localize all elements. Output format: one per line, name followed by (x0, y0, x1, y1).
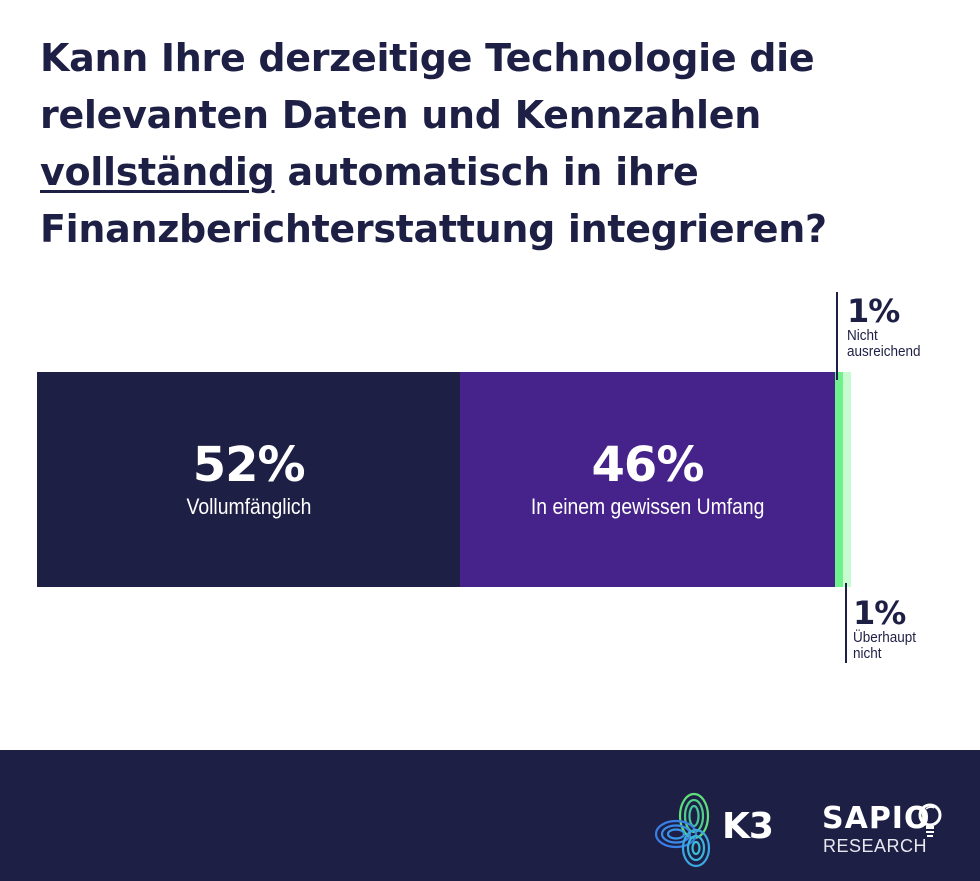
segment-vollumfaenglich-label: 52% Vollumfänglich (37, 372, 460, 587)
callout-nicht-ausreichend: 1% Nicht ausreichend (847, 294, 929, 360)
stacked-bar: 52% Vollumfänglich 46% In einem gewissen Um… (37, 372, 851, 587)
segment-gewissen-umfang (460, 372, 835, 587)
k3-knot-icon (654, 792, 711, 868)
callout-bottom-label-line2: nicht (853, 645, 882, 662)
chart-title: Kann Ihre derzeitige Technologie die rel… (40, 30, 960, 258)
title-part-1: Kann Ihre derzeitige Technologie die rel… (40, 36, 815, 137)
segment-vollumfaenglich (37, 372, 461, 587)
data-label-category: Vollumfänglich (186, 493, 312, 519)
callout-bottom-label-line1: Überhaupt (853, 629, 917, 646)
k3-logo-text: K3 (722, 806, 774, 847)
segment-gewissen-umfang-label: 46% In einem gewissen Umfang (460, 372, 834, 587)
data-label-category: In einem gewissen Umfang (530, 493, 765, 519)
footer-band (0, 750, 980, 881)
leader-line-top (836, 292, 838, 380)
callout-top-label-line1: Nicht (847, 327, 878, 344)
callout-top-percent: 1% (847, 292, 900, 330)
callout-top-label-line2: ausreichend (847, 343, 921, 360)
callout-bottom-percent: 1% (853, 594, 906, 632)
data-label-percent: 52% (192, 436, 306, 493)
sapio-logo-text: SAPIO (822, 801, 931, 836)
data-label-percent: 46% (591, 436, 705, 493)
segment-ueberhaupt-nicht (842, 372, 851, 587)
leader-line-bottom (845, 583, 847, 663)
lightbulb-icon (918, 803, 942, 837)
segment-nicht-ausreichend (834, 372, 843, 587)
title-part-2: automatisch in ihre Finanzberichterstatt… (40, 150, 827, 251)
callout-ueberhaupt-nicht: 1% Überhaupt nicht (853, 596, 923, 662)
title-underlined-word: vollständig (40, 150, 275, 194)
research-logo-text: RESEARCH (823, 836, 928, 856)
